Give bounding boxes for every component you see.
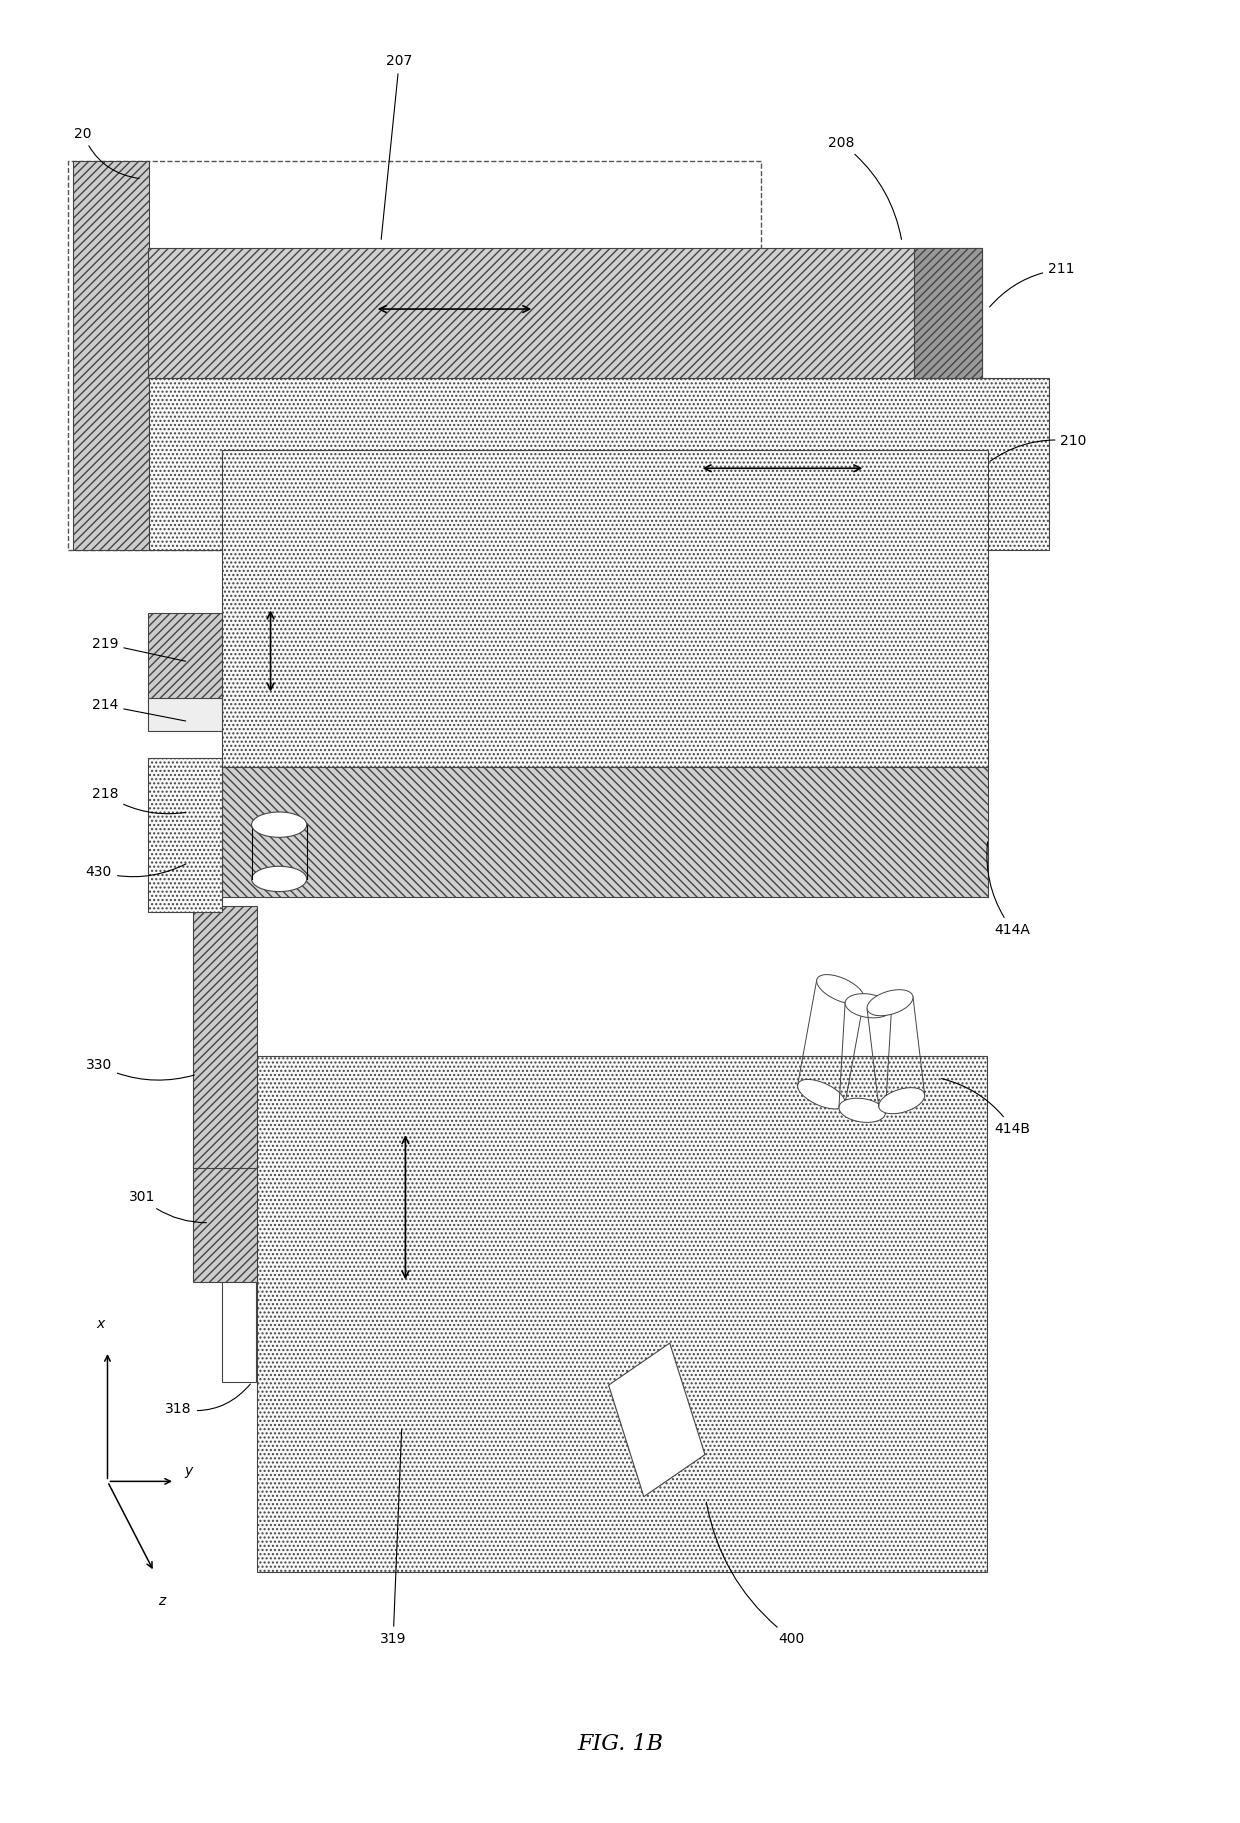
Text: x: x — [95, 1318, 104, 1331]
Text: FIG. 1B: FIG. 1B — [577, 1732, 663, 1756]
Text: 219: 219 — [92, 636, 186, 662]
Text: 301: 301 — [129, 1190, 207, 1223]
Ellipse shape — [846, 994, 892, 1017]
Ellipse shape — [817, 975, 864, 1004]
Text: 214: 214 — [92, 698, 186, 722]
Bar — [73, 160, 149, 551]
Text: 319: 319 — [379, 1429, 407, 1646]
Ellipse shape — [252, 811, 306, 837]
Text: 330: 330 — [86, 1059, 195, 1079]
Text: 207: 207 — [381, 55, 413, 239]
Bar — [222, 1272, 255, 1382]
Ellipse shape — [879, 1088, 925, 1114]
Bar — [257, 1056, 987, 1571]
Bar — [193, 1165, 257, 1282]
Ellipse shape — [252, 866, 306, 891]
Ellipse shape — [797, 1079, 846, 1108]
Text: 318: 318 — [165, 1384, 250, 1416]
Text: 414B: 414B — [941, 1079, 1030, 1136]
Text: 400: 400 — [707, 1502, 805, 1646]
Text: 208: 208 — [827, 135, 901, 239]
Bar — [68, 160, 761, 551]
Bar — [148, 248, 982, 377]
Bar — [148, 758, 222, 912]
Ellipse shape — [867, 990, 913, 1015]
Text: z: z — [157, 1593, 165, 1608]
Bar — [148, 377, 1049, 551]
Bar — [148, 698, 222, 731]
Bar — [222, 767, 988, 897]
Text: 414A: 414A — [987, 842, 1030, 937]
Bar — [148, 613, 222, 704]
Text: 218: 218 — [92, 788, 186, 813]
Bar — [914, 248, 982, 377]
Text: y: y — [185, 1464, 193, 1477]
Ellipse shape — [839, 1097, 885, 1123]
Bar — [222, 450, 988, 767]
Text: 210: 210 — [990, 434, 1086, 461]
Text: 430: 430 — [86, 864, 186, 879]
Text: 20: 20 — [74, 126, 139, 179]
Bar — [609, 1344, 706, 1497]
Text: 211: 211 — [990, 263, 1075, 306]
Bar — [193, 906, 257, 1169]
